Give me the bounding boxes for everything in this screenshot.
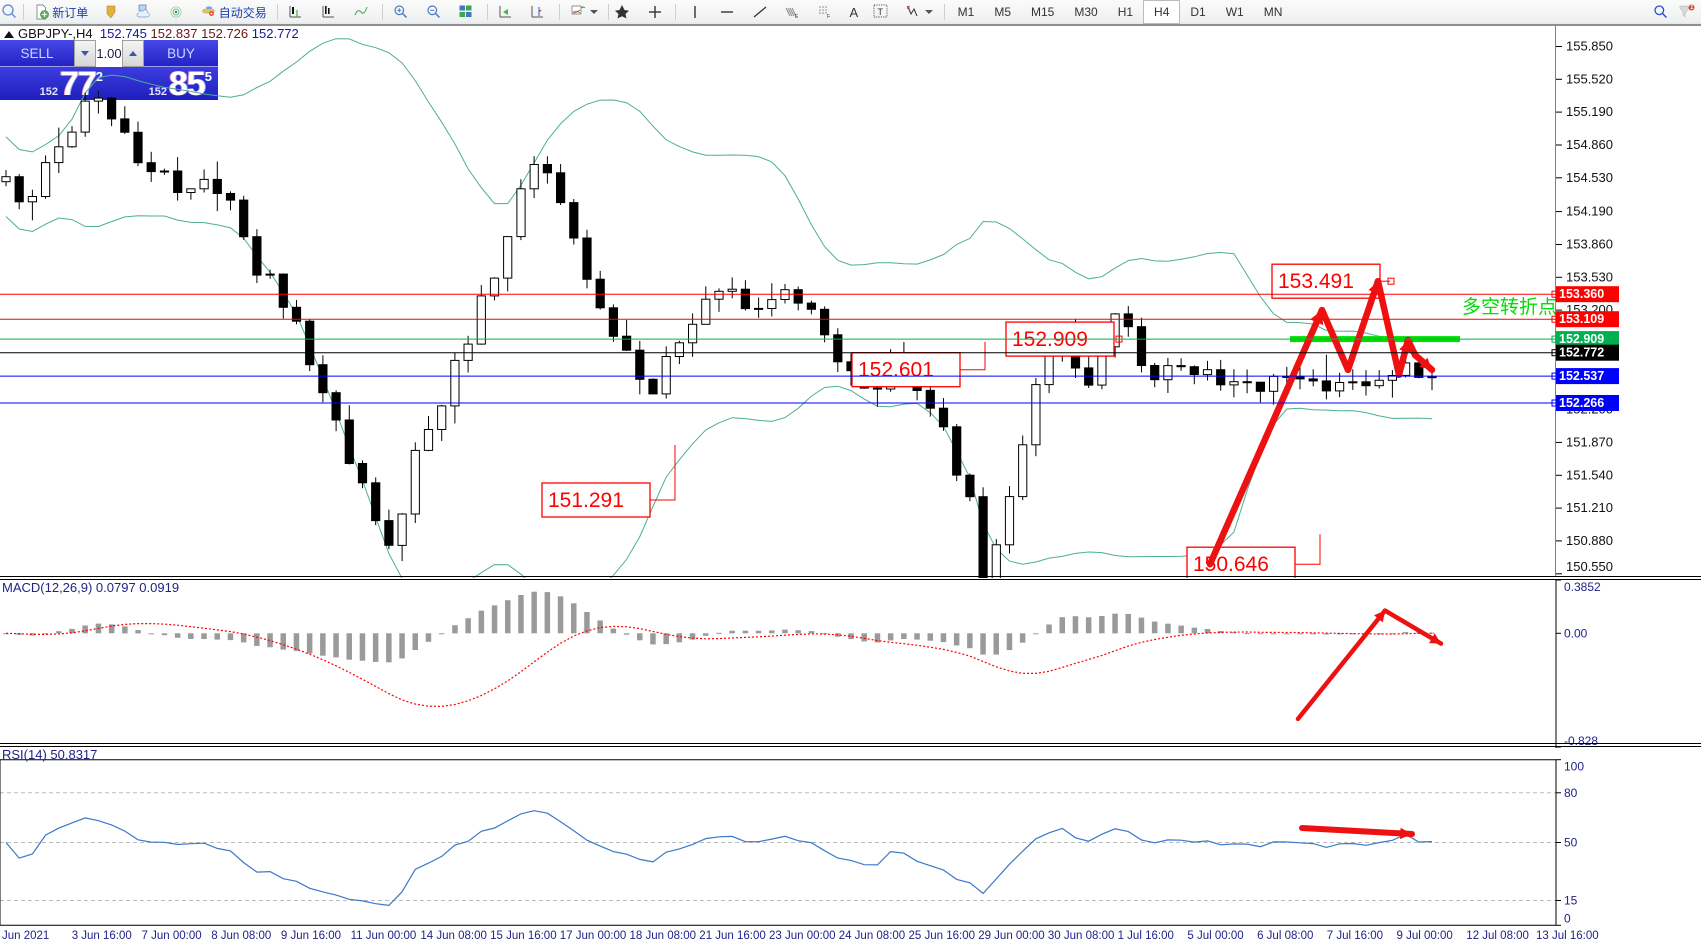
svg-text:13 Jul 16:00: 13 Jul 16:00 <box>1536 930 1599 942</box>
svg-text:1: 1 <box>1690 5 1693 11</box>
svg-text:154.860: 154.860 <box>1566 137 1613 152</box>
svg-text:23 Jun 00:00: 23 Jun 00:00 <box>769 930 836 942</box>
svg-text:7 Jun 00:00: 7 Jun 00:00 <box>142 930 202 942</box>
svg-text:30 Jun 08:00: 30 Jun 08:00 <box>1048 930 1115 942</box>
svg-text:F: F <box>827 14 830 20</box>
svg-text:153.530: 153.530 <box>1566 269 1613 284</box>
svg-text:21 Jun 16:00: 21 Jun 16:00 <box>699 930 766 942</box>
svg-text:151.540: 151.540 <box>1566 467 1613 482</box>
svg-text:8 Jun 08:00: 8 Jun 08:00 <box>211 930 271 942</box>
svg-text:29 Jun 00:00: 29 Jun 00:00 <box>978 930 1045 942</box>
svg-text:RSI(14) 50.8317: RSI(14) 50.8317 <box>2 747 97 762</box>
svg-text:MACD(12,26,9) 0.0797 0.0919: MACD(12,26,9) 0.0797 0.0919 <box>2 580 179 595</box>
svg-text:3 Jun 16:00: 3 Jun 16:00 <box>72 930 132 942</box>
svg-text:150.550: 150.550 <box>1566 559 1613 574</box>
svg-text:9 Jun 16:00: 9 Jun 16:00 <box>281 930 341 942</box>
svg-text:100: 100 <box>1564 760 1584 774</box>
svg-text:153.491: 153.491 <box>1278 270 1354 293</box>
svg-text:17 Jun 00:00: 17 Jun 00:00 <box>560 930 627 942</box>
svg-text:24 Jun 08:00: 24 Jun 08:00 <box>839 930 906 942</box>
svg-text:多空转折点: 多空转折点 <box>1462 296 1557 318</box>
svg-text:18 Jun 08:00: 18 Jun 08:00 <box>630 930 697 942</box>
svg-text:12 Jul 08:00: 12 Jul 08:00 <box>1466 930 1529 942</box>
svg-text:153.109: 153.109 <box>1559 312 1604 326</box>
svg-text:15: 15 <box>1564 894 1578 908</box>
svg-text:155.850: 155.850 <box>1566 39 1613 54</box>
svg-text:150.646: 150.646 <box>1193 553 1269 576</box>
svg-text:T: T <box>877 7 883 17</box>
svg-text:5 Jul 00:00: 5 Jul 00:00 <box>1187 930 1243 942</box>
svg-text:152.909: 152.909 <box>1559 332 1604 346</box>
svg-text:155.520: 155.520 <box>1566 71 1613 86</box>
svg-text:6 Jul 08:00: 6 Jul 08:00 <box>1257 930 1313 942</box>
svg-text:151.870: 151.870 <box>1566 434 1613 449</box>
svg-text:15 Jun 16:00: 15 Jun 16:00 <box>490 930 557 942</box>
svg-text:150.880: 150.880 <box>1566 533 1613 548</box>
svg-text:152.266: 152.266 <box>1559 396 1604 410</box>
svg-text:151.291: 151.291 <box>548 489 624 512</box>
svg-text:153.360: 153.360 <box>1559 287 1604 301</box>
svg-text:155.190: 155.190 <box>1566 104 1613 119</box>
svg-text:0: 0 <box>1564 911 1571 925</box>
svg-text:80: 80 <box>1564 786 1578 800</box>
svg-text:152.772: 152.772 <box>1559 346 1604 360</box>
svg-text:154.530: 154.530 <box>1566 170 1613 185</box>
svg-text:152.601: 152.601 <box>858 359 934 382</box>
svg-text:25 Jun 16:00: 25 Jun 16:00 <box>909 930 976 942</box>
svg-text:0.00: 0.00 <box>1564 626 1588 640</box>
svg-text:9 Jul 00:00: 9 Jul 00:00 <box>1397 930 1453 942</box>
svg-text:153.860: 153.860 <box>1566 237 1613 252</box>
svg-text:154.190: 154.190 <box>1566 204 1613 219</box>
svg-text:14 Jun 08:00: 14 Jun 08:00 <box>420 930 487 942</box>
svg-text:152.537: 152.537 <box>1559 369 1604 383</box>
svg-text:50: 50 <box>1564 836 1578 850</box>
svg-text:7 Jul 16:00: 7 Jul 16:00 <box>1327 930 1383 942</box>
svg-text:E: E <box>795 14 799 20</box>
svg-text:11 Jun 00:00: 11 Jun 00:00 <box>351 930 417 942</box>
svg-text:1 Jul 16:00: 1 Jul 16:00 <box>1118 930 1174 942</box>
svg-text:0.3852: 0.3852 <box>1564 580 1601 594</box>
svg-text:Jun 2021: Jun 2021 <box>2 930 49 942</box>
svg-text:151.210: 151.210 <box>1566 500 1613 515</box>
